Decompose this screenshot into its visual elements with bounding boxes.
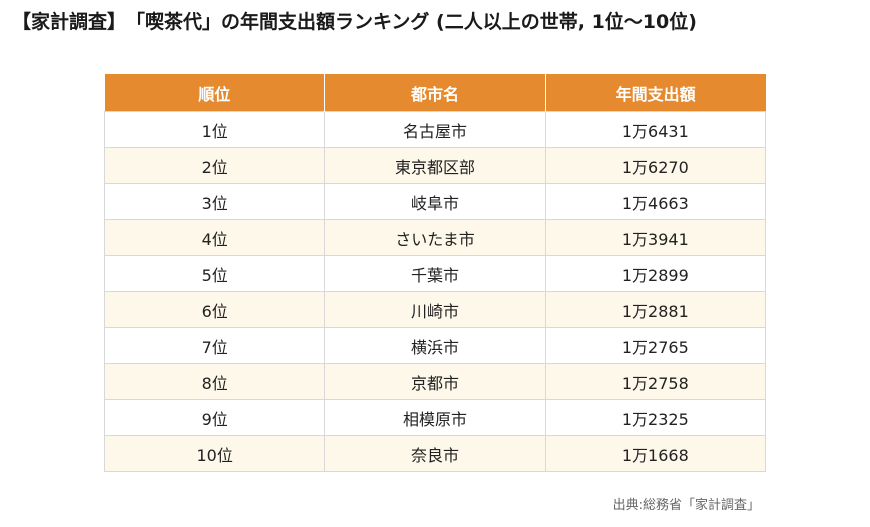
table-row: 1位 名古屋市 1万6431	[103, 111, 767, 148]
cell-amount: 1万2881	[544, 291, 767, 328]
table-header-row: 順位 都市名 年間支出額	[104, 74, 766, 112]
header-amount: 年間支出額	[545, 74, 766, 112]
table-row: 7位 横浜市 1万2765	[103, 327, 767, 364]
cell-amount: 1万4663	[544, 183, 767, 220]
cell-rank: 5位	[103, 255, 326, 292]
cell-amount: 1万6431	[544, 111, 767, 148]
source-note: 出典:総務省「家計調査」	[612, 498, 760, 513]
table-row: 9位 相模原市 1万2325	[103, 399, 767, 436]
table-row: 6位 川崎市 1万2881	[103, 291, 767, 328]
cell-rank: 1位	[103, 111, 326, 148]
table-row: 5位 千葉市 1万2899	[103, 255, 767, 292]
cell-rank: 8位	[103, 363, 326, 400]
ranking-table-container: 順位 都市名 年間支出額 1位 名古屋市 1万6431 2位 東京都区部 1万6…	[103, 74, 767, 472]
header-city: 都市名	[324, 74, 546, 112]
cell-city: さいたま市	[324, 219, 546, 256]
cell-city: 奈良市	[324, 435, 546, 472]
header-rank: 順位	[104, 74, 326, 112]
table-row: 8位 京都市 1万2758	[103, 363, 767, 400]
cell-city: 名古屋市	[324, 111, 546, 148]
cell-rank: 4位	[103, 219, 326, 256]
cell-city: 岐阜市	[324, 183, 546, 220]
cell-city: 東京都区部	[324, 147, 546, 184]
ranking-table: 順位 都市名 年間支出額 1位 名古屋市 1万6431 2位 東京都区部 1万6…	[103, 74, 767, 472]
cell-amount: 1万2899	[544, 255, 767, 292]
table-row: 4位 さいたま市 1万3941	[103, 219, 767, 256]
cell-rank: 7位	[103, 327, 326, 364]
cell-city: 千葉市	[324, 255, 546, 292]
cell-amount: 1万2325	[544, 399, 767, 436]
cell-city: 横浜市	[324, 327, 546, 364]
cell-city: 相模原市	[324, 399, 546, 436]
cell-rank: 10位	[103, 435, 326, 472]
cell-amount: 1万3941	[544, 219, 767, 256]
cell-city: 川崎市	[324, 291, 546, 328]
table-row: 3位 岐阜市 1万4663	[103, 183, 767, 220]
page-title: 【家計調査】 「喫茶代」の年間支出額ランキング (二人以上の世帯, 1位〜10位…	[12, 11, 697, 33]
table-row: 2位 東京都区部 1万6270	[103, 147, 767, 184]
cell-rank: 9位	[103, 399, 326, 436]
cell-amount: 1万6270	[544, 147, 767, 184]
cell-city: 京都市	[324, 363, 546, 400]
cell-amount: 1万2758	[544, 363, 767, 400]
cell-amount: 1万1668	[544, 435, 767, 472]
cell-rank: 3位	[103, 183, 326, 220]
cell-amount: 1万2765	[544, 327, 767, 364]
cell-rank: 6位	[103, 291, 326, 328]
cell-rank: 2位	[103, 147, 326, 184]
table-row: 10位 奈良市 1万1668	[103, 435, 767, 472]
